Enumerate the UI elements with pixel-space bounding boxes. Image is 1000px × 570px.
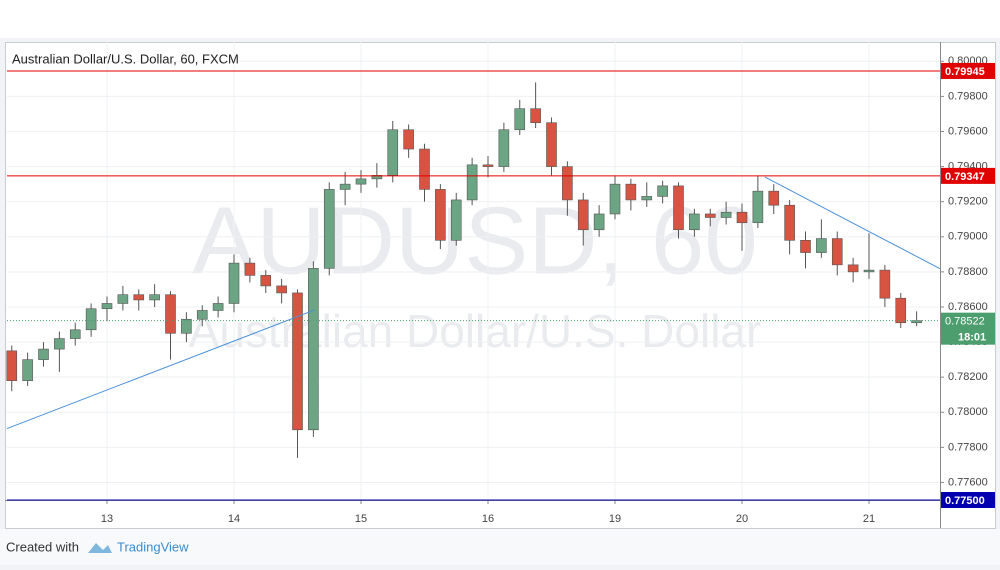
candle-body	[292, 292, 303, 431]
y-tick-label: 0.79000	[948, 231, 988, 243]
candle-body	[498, 129, 510, 167]
y-tick-label: 0.79800	[948, 90, 988, 102]
candle-body	[435, 189, 446, 241]
candle-body	[482, 164, 494, 167]
candle-body	[149, 294, 160, 301]
watermark-description: Australian Dollar/U.S. Dollar	[189, 305, 762, 357]
y-tick-label: 0.77800	[948, 441, 988, 453]
candle-body	[403, 129, 414, 150]
y-tick-label: 0.78800	[948, 266, 988, 278]
candle-body	[562, 166, 573, 201]
candle-body	[530, 108, 541, 124]
candle-body	[466, 164, 478, 201]
candle-body	[514, 108, 526, 131]
tradingview-logo	[88, 543, 112, 553]
x-tick-label: 13	[101, 513, 113, 525]
candle-body	[609, 183, 621, 215]
candle-body	[847, 264, 859, 273]
candle-body	[657, 185, 668, 197]
price-label-box	[941, 62, 995, 79]
last-price-label: 0.78522	[945, 316, 985, 328]
candle-body	[101, 303, 113, 310]
candle-body	[196, 310, 208, 320]
candle-body	[704, 213, 716, 218]
candle-body	[85, 308, 97, 331]
candle-body	[895, 297, 907, 324]
countdown-label: 18:01	[958, 332, 986, 344]
price-label: 0.77500	[945, 495, 985, 507]
candle-body	[577, 199, 589, 231]
candle-body	[339, 183, 351, 190]
footer	[0, 529, 1000, 565]
candle-body	[720, 211, 732, 218]
candle-body	[69, 329, 81, 339]
candle-body	[260, 275, 272, 287]
candle-body	[816, 238, 827, 253]
candle-body	[593, 213, 605, 231]
y-tick-label: 0.77600	[948, 476, 988, 488]
candle-body	[323, 189, 335, 269]
x-tick-label: 14	[228, 513, 240, 525]
logo-icon	[88, 543, 112, 553]
x-tick-label: 21	[863, 513, 875, 525]
plot-area: AUDUSD, 60 Australian Dollar/U.S. Dollar	[6, 42, 941, 500]
x-tick-label: 15	[355, 513, 367, 525]
y-tick-label: 0.78200	[948, 371, 988, 383]
y-tick-label: 0.79600	[948, 125, 988, 137]
last-price-box	[941, 312, 995, 345]
footer-text: Created with	[6, 539, 79, 554]
price-label-box	[941, 167, 995, 184]
y-tick-label: 0.79200	[948, 196, 988, 208]
candle-body	[308, 268, 319, 431]
candle-body	[6, 350, 18, 381]
candle-body	[863, 269, 875, 273]
candle-body	[22, 359, 33, 381]
candle-body	[387, 129, 399, 176]
candle-body	[244, 262, 256, 276]
top-bar	[0, 0, 1000, 38]
y-tick-label: 0.78000	[948, 406, 988, 418]
candle-body	[784, 204, 795, 241]
candle-body	[879, 269, 891, 299]
candle-body	[768, 190, 780, 206]
candle-body	[54, 338, 65, 350]
price-label-box	[941, 492, 995, 508]
candle-body	[752, 190, 764, 224]
candle-body	[276, 285, 287, 294]
candle-body	[625, 183, 637, 201]
x-tick-label: 16	[482, 513, 494, 525]
chart-title: Australian Dollar/U.S. Dollar, 60, FXCM	[12, 51, 239, 66]
price-label: 0.79347	[945, 171, 985, 183]
watermark-symbol: AUDUSD, 60	[192, 187, 758, 294]
candle-body	[673, 185, 684, 231]
x-tick-label: 20	[736, 513, 748, 525]
trendline	[6, 309, 316, 430]
candle-body	[736, 211, 748, 224]
price-label: 0.79945	[945, 66, 985, 78]
candle-body	[641, 196, 653, 201]
candle-body	[371, 175, 383, 180]
candle-body	[450, 199, 462, 241]
candle-body	[831, 238, 843, 266]
candle-body	[689, 213, 700, 231]
candle-body	[181, 318, 192, 334]
candle-body	[419, 148, 430, 190]
candle-body	[228, 262, 240, 304]
trendline	[764, 176, 941, 270]
y-tick-label: 0.78600	[948, 301, 988, 313]
candle-body	[38, 348, 49, 360]
candle-body	[117, 294, 129, 304]
x-tick-label: 19	[609, 513, 621, 525]
footer-brand[interactable]: TradingView	[117, 539, 189, 554]
candle-body	[165, 294, 176, 334]
candle-body	[800, 239, 811, 253]
candle-body	[355, 178, 367, 185]
candle-body	[546, 122, 557, 167]
candle-body	[212, 303, 224, 311]
candle-body	[133, 294, 145, 301]
